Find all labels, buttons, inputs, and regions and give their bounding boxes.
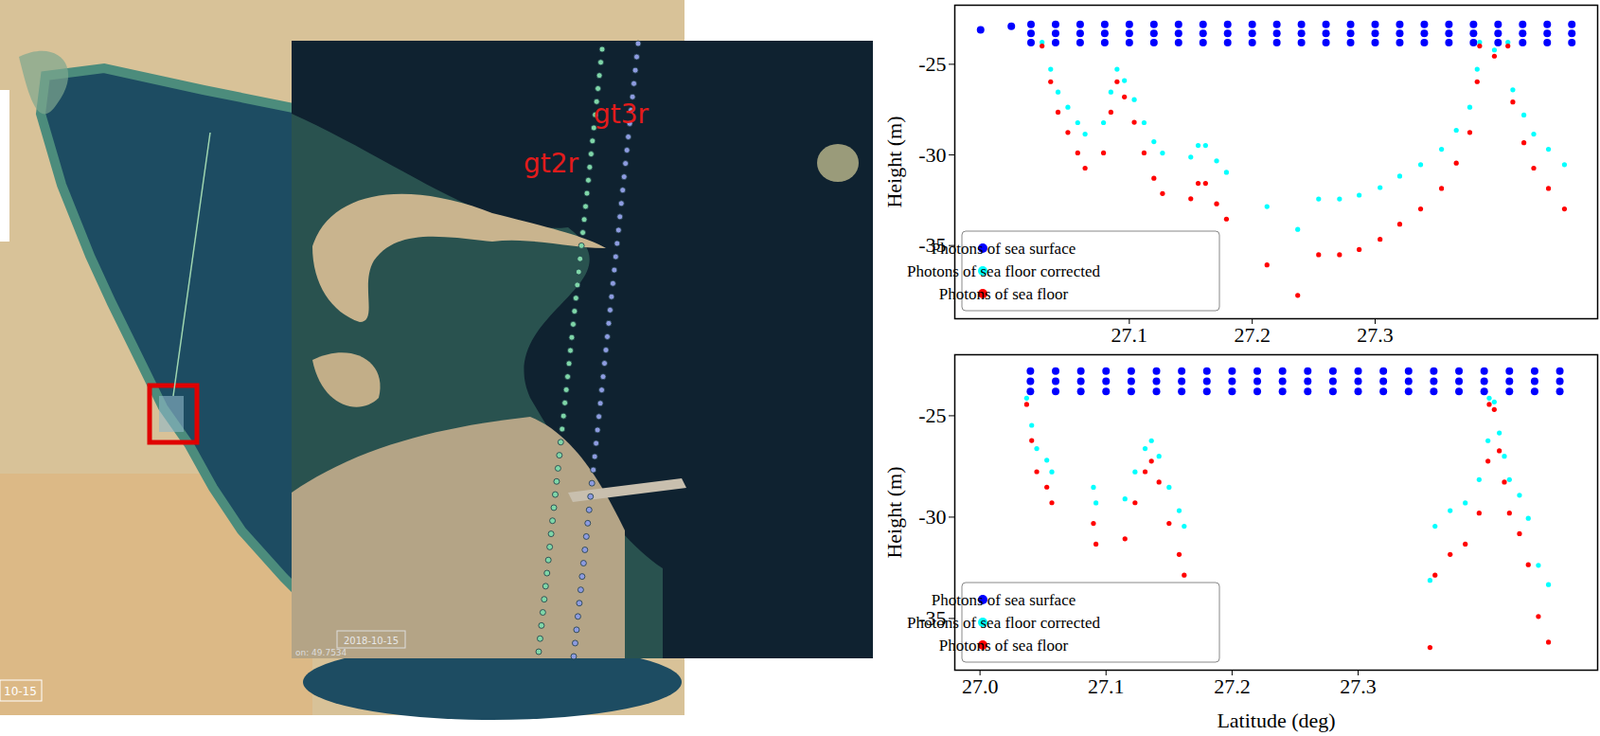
svg-text:27.3: 27.3 [1339, 674, 1377, 698]
svg-text:27.1: 27.1 [1111, 322, 1149, 347]
svg-text:Photons of sea surface: Photons of sea surface [931, 239, 1077, 258]
svg-text:Photons of sea floor: Photons of sea floor [939, 636, 1069, 655]
svg-text:-25: -25 [918, 403, 946, 427]
svg-text:Latitude (deg): Latitude (deg) [1216, 708, 1335, 732]
svg-text:27.0: 27.0 [961, 674, 999, 698]
svg-text:27.2: 27.2 [1213, 674, 1251, 698]
svg-text:Height (m): Height (m) [882, 465, 907, 558]
svg-text:-30: -30 [918, 504, 946, 529]
svg-text:gt2r: gt2r [523, 147, 580, 179]
svg-text:-25: -25 [918, 52, 946, 76]
svg-text:gt3r: gt3r [593, 98, 650, 130]
svg-text:Photons of sea floor: Photons of sea floor [939, 284, 1069, 303]
svg-text:Photons of sea surface: Photons of sea surface [931, 590, 1077, 609]
svg-text:Photons of sea floor corrected: Photons of sea floor corrected [906, 262, 1101, 281]
svg-text:27.1: 27.1 [1087, 674, 1125, 698]
svg-text:Height (m): Height (m) [882, 115, 907, 208]
svg-text:-30: -30 [918, 142, 946, 167]
svg-text:10-15: 10-15 [3, 684, 37, 698]
svg-text:27.3: 27.3 [1356, 322, 1394, 347]
svg-text:on: 49.7534: on: 49.7534 [295, 647, 348, 658]
svg-text:2018-10-15: 2018-10-15 [343, 635, 399, 646]
svg-text:Photons of sea floor corrected: Photons of sea floor corrected [906, 613, 1101, 632]
svg-text:27.2: 27.2 [1233, 322, 1271, 347]
